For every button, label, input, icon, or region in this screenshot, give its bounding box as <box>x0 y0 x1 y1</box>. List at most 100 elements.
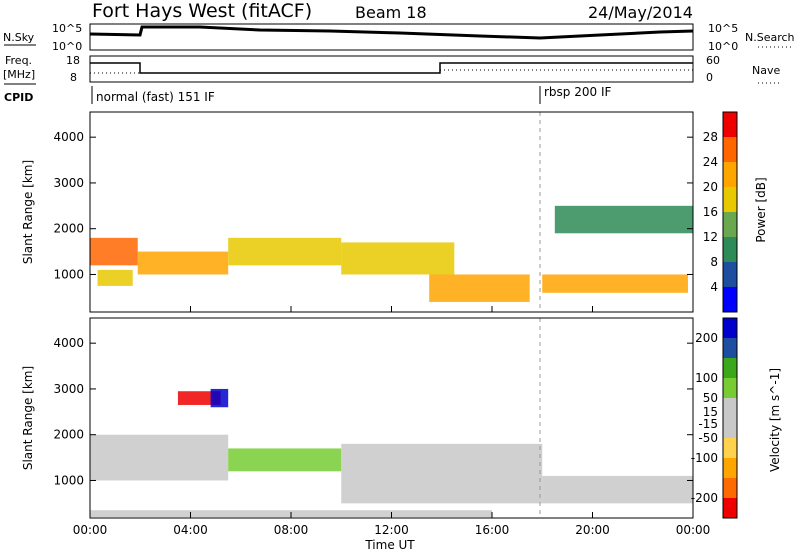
date-label: 24/May/2014 <box>588 3 693 22</box>
colorbar-swatch <box>723 262 737 287</box>
nave-tick-high: 60 <box>706 54 720 67</box>
colorbar-tick-label: 24 <box>703 155 718 169</box>
colorbar-swatch <box>723 212 737 237</box>
power-echo-region-7 <box>554 205 693 234</box>
power-ylabel: Slant Range [km] <box>21 160 35 264</box>
colorbar-tick-label: 12 <box>703 230 718 244</box>
colorbar-tick-label: 50 <box>703 391 718 405</box>
cpid-label: CPID <box>4 91 33 104</box>
colorbar-swatch <box>723 162 737 187</box>
colorbar-tick-label: 100 <box>695 371 718 385</box>
y-tick-label: 4000 <box>53 336 84 350</box>
colorbar-tick-label: -100 <box>691 451 718 465</box>
cpid-panel: CPID normal (fast) 151 IF rbsp 200 IF <box>4 85 611 104</box>
colorbar-swatch <box>723 237 737 262</box>
x-tick-label: 20:00 <box>575 523 610 537</box>
y-tick-label: 2000 <box>53 428 84 442</box>
freq-label-1: Freq. <box>5 54 32 67</box>
velocity-ylabel: Slant Range [km] <box>21 366 35 470</box>
power-echo-region-5 <box>429 274 530 302</box>
velocity-echo-region-4 <box>341 443 543 504</box>
time-axis-label: Time UT <box>364 538 415 552</box>
colorbar-swatch <box>723 418 737 438</box>
colorbar-tick-label: 200 <box>695 331 718 345</box>
power-echo-region-2 <box>137 251 229 275</box>
frequency-panel: Freq. [MHz] 18 8 60 0 Nave <box>3 54 782 85</box>
cpid-segment-normal: normal (fast) 151 IF <box>96 90 215 104</box>
nsky-label: N.Sky <box>3 31 35 44</box>
colorbar-tick-label: 4 <box>710 280 718 294</box>
noise-tick-high-right: 10^5 <box>708 22 738 35</box>
y-tick-label: 3000 <box>53 382 84 396</box>
nave-trace <box>90 69 693 74</box>
colorbar-tick-label: 28 <box>703 130 718 144</box>
colorbar-swatch <box>723 478 737 498</box>
colorbar-swatch <box>723 438 737 458</box>
velocity-panel: 1000 2000 3000 4000 Slant Range [km] <box>21 317 694 519</box>
colorbar-swatch <box>723 498 737 518</box>
colorbar-swatch <box>723 378 737 398</box>
power-echo-region-4 <box>341 242 455 275</box>
colorbar-tick-label: -15 <box>698 417 718 431</box>
velocity-colorbar-label: Velocity [m s^-1] <box>768 368 782 472</box>
colorbar-frame <box>722 317 738 519</box>
x-tick-label: 08:00 <box>274 523 309 537</box>
freq-tick-low: 8 <box>70 71 77 84</box>
power-echo-region-3 <box>228 237 342 266</box>
plot-title: Fort Hays West (fitACF) <box>92 0 312 22</box>
colorbar-tick-label: 20 <box>703 180 718 194</box>
colorbar-swatch <box>723 458 737 478</box>
power-echo-region-1 <box>97 269 133 286</box>
y-tick-label: 3000 <box>53 176 84 190</box>
colorbar-swatch <box>723 287 737 312</box>
velocity-echo-region-2 <box>177 391 221 405</box>
y-tick-label: 1000 <box>53 267 84 281</box>
colorbar-tick-label: 8 <box>710 255 718 269</box>
power-echo-region-0 <box>90 237 138 266</box>
freq-tick-high: 18 <box>66 54 80 67</box>
colorbar-frame <box>722 111 738 313</box>
colorbar-tick-label: 15 <box>703 405 718 419</box>
y-tick-label: 4000 <box>53 130 84 144</box>
colorbar-swatch <box>723 398 737 418</box>
colorbar-swatch <box>723 187 737 212</box>
time-axis: 00:00 04:00 08:00 12:00 16:00 20:00 00:00 <box>73 306 711 537</box>
colorbar-swatch <box>723 137 737 162</box>
x-tick-label: 04:00 <box>173 523 208 537</box>
x-tick-label: 00:00 <box>676 523 711 537</box>
velocity-echo-region-3 <box>210 388 229 408</box>
beam-label: Beam 18 <box>355 3 427 22</box>
nsearch-label: N.Search <box>745 31 795 44</box>
velocity-echo-region-0 <box>90 434 229 481</box>
colorbar-tick-label: -200 <box>691 491 718 505</box>
cpid-segment-rbsp: rbsp 200 IF <box>544 85 611 99</box>
noise-panel: N.Sky 10^5 10^0 10^5 10^0 N.Search <box>3 22 795 53</box>
y-tick-label: 2000 <box>53 222 84 236</box>
power-colorbar-label: Power [dB] <box>754 177 768 242</box>
freq-label-2: [MHz] <box>3 68 35 81</box>
nave-label: Nave <box>752 64 780 77</box>
y-tick-label: 1000 <box>53 473 84 487</box>
noise-tick-high-left: 10^5 <box>52 22 82 35</box>
noise-sky-trace <box>89 25 694 40</box>
colorbar-swatch <box>723 112 737 137</box>
velocity-echo-region-5 <box>542 475 693 504</box>
frequency-trace <box>90 62 693 74</box>
velocity-echo-region-1 <box>228 448 342 472</box>
x-tick-label: 16:00 <box>475 523 510 537</box>
power-colorbar: 4 8 12 16 20 24 28 Power [dB] <box>703 111 768 313</box>
colorbar-swatch <box>723 358 737 378</box>
x-tick-label: 12:00 <box>374 523 409 537</box>
power-echo-region-6 <box>542 274 688 293</box>
colorbar-tick-label: 16 <box>703 205 718 219</box>
power-panel: 1000 2000 3000 4000 Slant Range [km] <box>21 111 694 313</box>
noise-tick-low-left: 10^0 <box>52 40 82 53</box>
colorbar-swatch <box>723 338 737 358</box>
noise-tick-low-right: 10^0 <box>708 40 738 53</box>
nave-tick-low: 0 <box>706 71 713 84</box>
colorbar-tick-label: -50 <box>698 431 718 445</box>
x-tick-label: 00:00 <box>73 523 108 537</box>
colorbar-swatch <box>723 318 737 338</box>
